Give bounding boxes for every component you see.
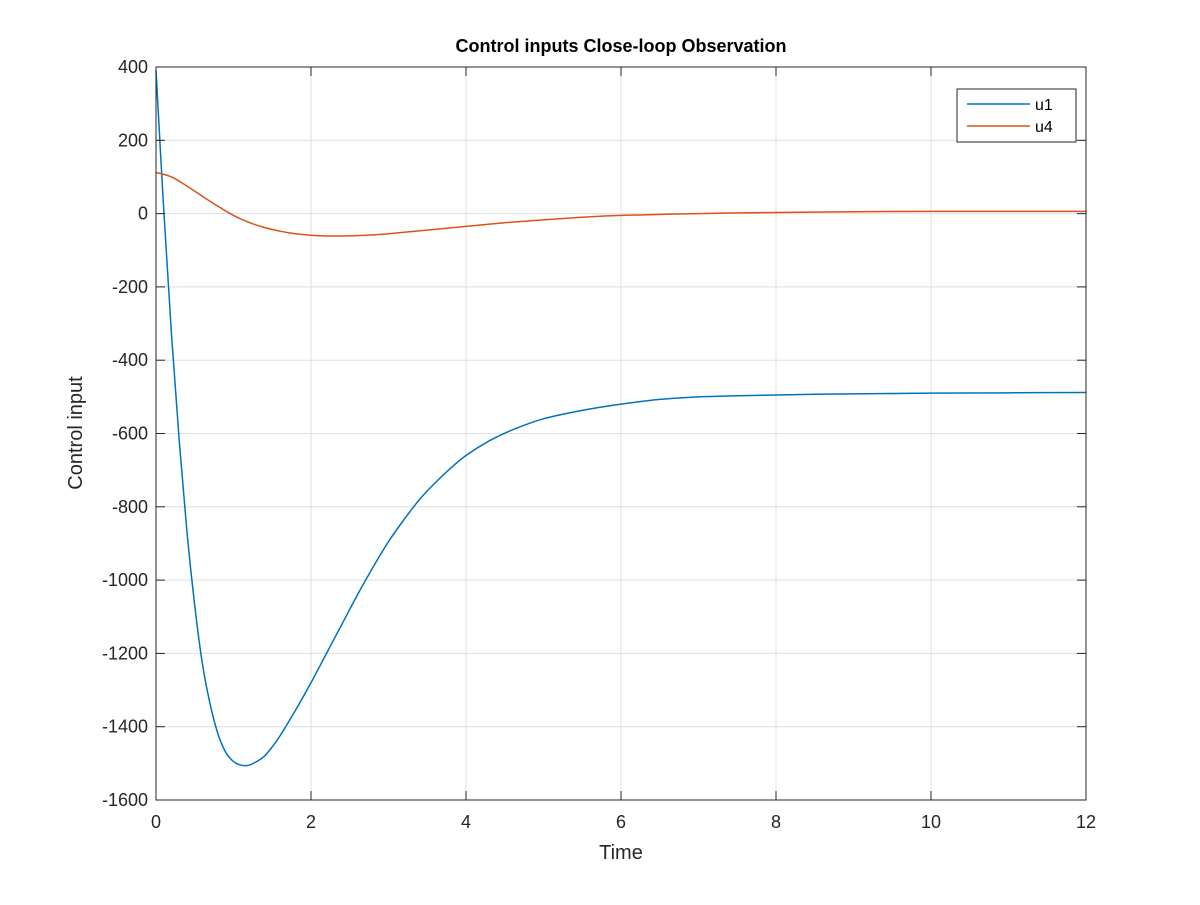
y-tick-label: 0 <box>138 204 148 224</box>
chart-title: Control inputs Close-loop Observation <box>455 36 786 56</box>
y-tick-label: -1400 <box>102 717 148 737</box>
y-tick-label: -1000 <box>102 570 148 590</box>
legend-label-u1: u1 <box>1035 97 1053 114</box>
x-axis-label: Time <box>599 842 643 864</box>
x-tick-label: 12 <box>1076 812 1096 832</box>
legend-label-u4: u4 <box>1035 119 1053 136</box>
y-tick-label: -400 <box>112 350 148 370</box>
x-tick-label: 0 <box>151 812 161 832</box>
y-axis-label: Control input <box>65 376 87 490</box>
legend[interactable]: u1 u4 <box>957 89 1076 142</box>
legend-box <box>957 89 1076 142</box>
y-tick-label: -1600 <box>102 790 148 810</box>
y-tick-label: 400 <box>118 57 148 77</box>
y-tick-label: -600 <box>112 424 148 444</box>
x-tick-label: 8 <box>771 812 781 832</box>
x-tick-label: 4 <box>461 812 471 832</box>
y-tick-label: -1200 <box>102 643 148 663</box>
x-tick-label: 10 <box>921 812 941 832</box>
y-tick-label: -200 <box>112 277 148 297</box>
x-tick-label: 2 <box>306 812 316 832</box>
y-tick-label: 200 <box>118 130 148 150</box>
x-tick-label: 6 <box>616 812 626 832</box>
y-tick-label: -800 <box>112 497 148 517</box>
